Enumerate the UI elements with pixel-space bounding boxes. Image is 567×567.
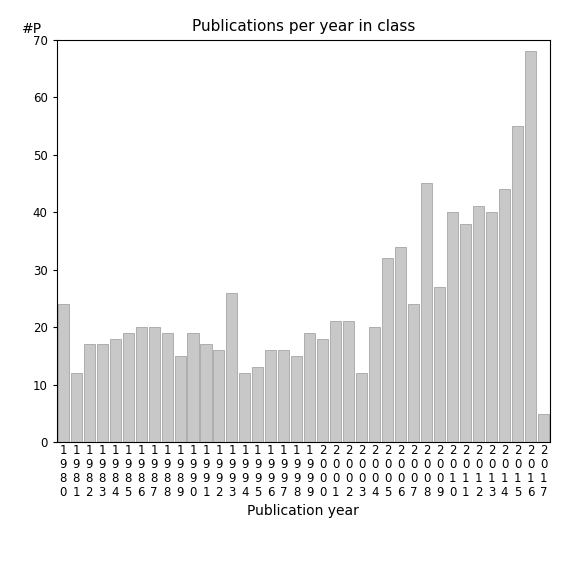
X-axis label: Publication year: Publication year	[247, 504, 359, 518]
Bar	[318, 338, 328, 442]
Bar	[162, 333, 172, 442]
Bar	[252, 367, 264, 442]
Bar	[84, 345, 95, 442]
Bar	[239, 373, 251, 442]
Bar	[304, 333, 315, 442]
Bar	[486, 212, 497, 442]
Bar	[408, 304, 419, 442]
Bar	[213, 350, 225, 442]
Bar	[356, 373, 367, 442]
Bar	[109, 338, 121, 442]
Bar	[499, 189, 510, 442]
Bar	[58, 304, 69, 442]
Bar	[382, 258, 393, 442]
Bar	[421, 184, 432, 442]
Bar	[149, 327, 159, 442]
Bar	[188, 333, 198, 442]
Bar	[201, 345, 211, 442]
Bar	[136, 327, 147, 442]
Bar	[434, 287, 445, 442]
Bar	[226, 293, 238, 442]
Bar	[395, 247, 406, 442]
Bar	[343, 321, 354, 442]
Bar	[71, 373, 82, 442]
Bar	[265, 350, 276, 442]
Bar	[538, 413, 549, 442]
Bar	[291, 356, 302, 442]
Text: #P: #P	[22, 22, 43, 36]
Bar	[122, 333, 134, 442]
Bar	[96, 345, 108, 442]
Bar	[512, 126, 523, 442]
Bar	[175, 356, 185, 442]
Bar	[460, 224, 471, 442]
Bar	[447, 212, 458, 442]
Bar	[331, 321, 341, 442]
Bar	[525, 51, 536, 442]
Bar	[473, 206, 484, 442]
Bar	[369, 327, 380, 442]
Title: Publications per year in class: Publications per year in class	[192, 19, 415, 35]
Bar	[278, 350, 289, 442]
